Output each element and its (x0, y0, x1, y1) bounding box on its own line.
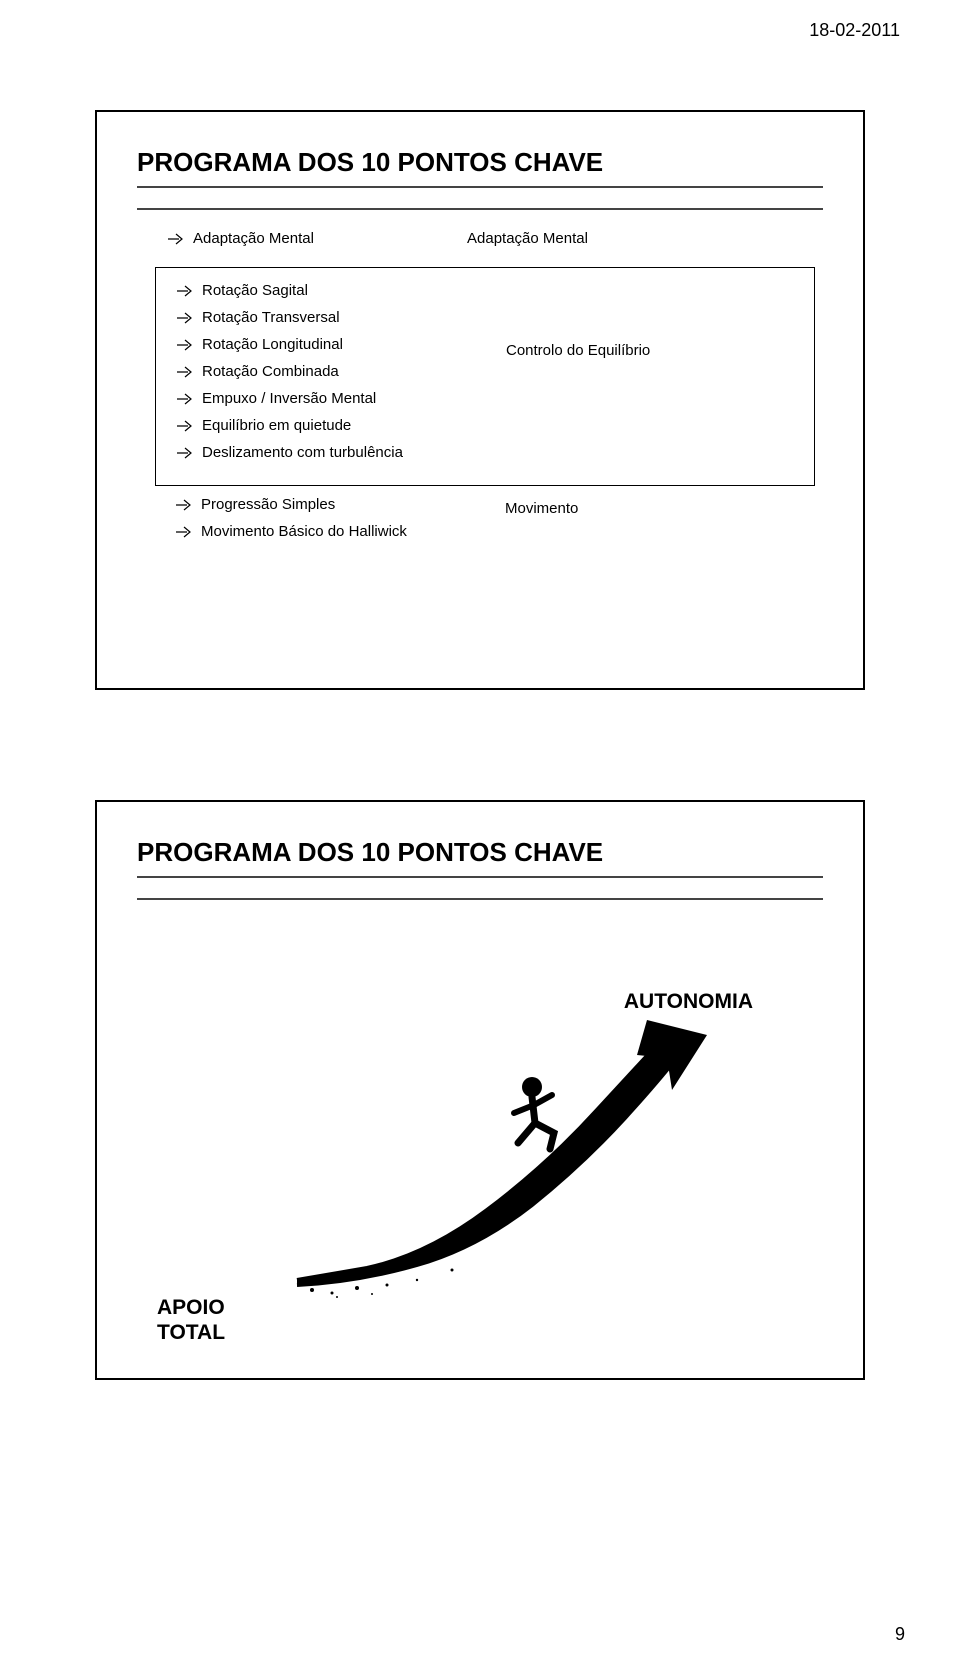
slide-2-title: PROGRAMA DOS 10 PONTOS CHAVE (137, 837, 823, 868)
list-item: Movimento Básico do Halliwick (175, 523, 505, 540)
list-item: Empuxo / Inversão Mental (176, 390, 506, 407)
list-item: Rotação Transversal (176, 309, 506, 326)
slide-2: PROGRAMA DOS 10 PONTOS CHAVE AUTONOMIA (95, 800, 865, 1380)
item-label: Equilíbrio em quietude (202, 417, 351, 434)
date-header: 18-02-2011 (809, 20, 900, 41)
item-label: Empuxo / Inversão Mental (202, 390, 376, 407)
item-label: Movimento Básico do Halliwick (201, 523, 407, 540)
arrow-icon (167, 232, 185, 246)
arrow-icon (176, 446, 194, 460)
progress-arrow-figure (277, 1000, 737, 1310)
equilibrium-box: Rotação Sagital Rotação Transversal Rota… (155, 267, 815, 486)
top-left-label: Adaptação Mental (193, 230, 314, 247)
arrow-icon (176, 338, 194, 352)
page-number: 9 (895, 1624, 905, 1645)
title-underline (137, 876, 823, 900)
arrow-icon (175, 498, 193, 512)
item-label: Progressão Simples (201, 496, 335, 513)
list-item: Deslizamento com turbulência (176, 444, 506, 461)
top-right-label: Adaptação Mental (427, 230, 823, 247)
slide-1-title: PROGRAMA DOS 10 PONTOS CHAVE (137, 147, 823, 178)
list-item: Rotação Longitudinal (176, 336, 506, 353)
title-underline (137, 186, 823, 210)
box-right-label: Controlo do Equilíbrio (506, 282, 796, 359)
item-label: Rotação Longitudinal (202, 336, 343, 353)
total-line: TOTAL (157, 1320, 225, 1345)
list-item: Rotação Sagital (176, 282, 506, 299)
arrow-icon (176, 284, 194, 298)
item-label: Deslizamento com turbulência (202, 444, 403, 461)
list-item: Equilíbrio em quietude (176, 417, 506, 434)
item-label: Rotação Transversal (202, 309, 340, 326)
arrow-icon (175, 525, 193, 539)
slide-2-content: AUTONOMIA (137, 930, 823, 1350)
list-item: Rotação Combinada (176, 363, 506, 380)
apoio-line: APOIO (157, 1295, 225, 1320)
item-label: Rotação Combinada (202, 363, 339, 380)
arrow-icon (176, 392, 194, 406)
apoio-total-label: APOIO TOTAL (157, 1295, 225, 1345)
bottom-right-label: Movimento (505, 496, 823, 517)
slide-1: PROGRAMA DOS 10 PONTOS CHAVE Adaptação M… (95, 110, 865, 690)
arrow-icon (176, 365, 194, 379)
arrow-icon (176, 419, 194, 433)
list-item: Adaptação Mental (167, 230, 427, 247)
list-item: Progressão Simples (175, 496, 505, 513)
arrow-icon (176, 311, 194, 325)
top-row: Adaptação Mental Adaptação Mental (137, 230, 823, 261)
box-left-list: Rotação Sagital Rotação Transversal Rota… (176, 282, 506, 471)
item-label: Rotação Sagital (202, 282, 308, 299)
